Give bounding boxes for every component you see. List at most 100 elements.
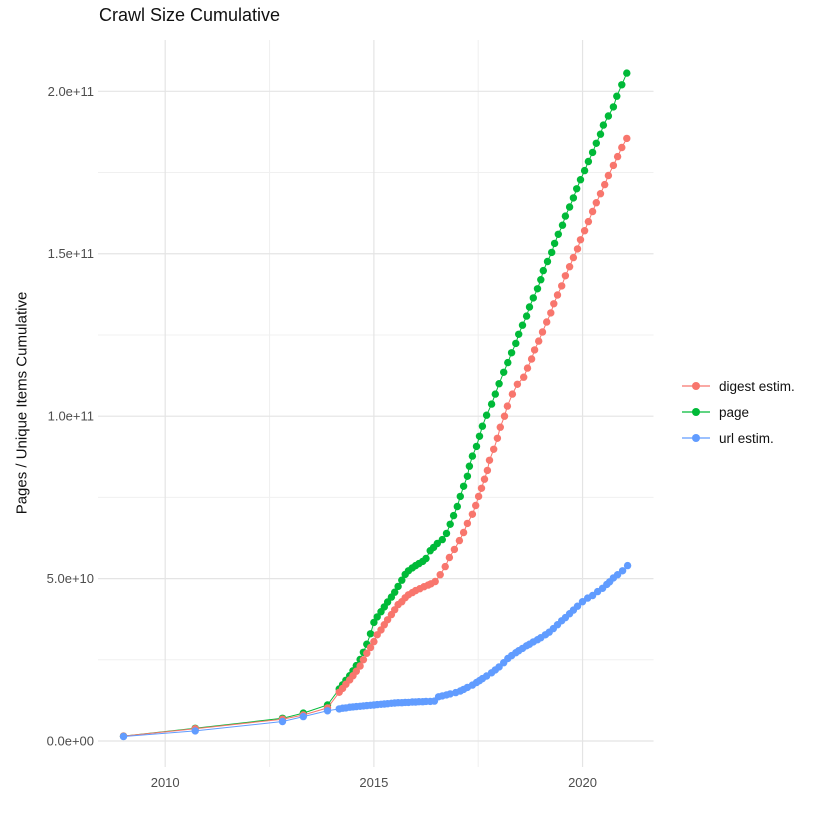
data-point (449, 511, 458, 520)
data-point (523, 364, 532, 372)
legend-key-icon (682, 408, 710, 416)
data-point (623, 134, 631, 143)
data-point (366, 643, 375, 652)
data-point (356, 662, 364, 670)
data-point (513, 380, 522, 388)
data-point (323, 707, 332, 715)
data-point (580, 166, 589, 175)
data-point (422, 554, 430, 563)
data-point (278, 717, 287, 726)
data-point (561, 272, 570, 280)
data-point (475, 432, 484, 440)
data-point (500, 368, 508, 376)
data-point (604, 112, 613, 120)
data-point (352, 667, 360, 675)
data-point (433, 539, 441, 548)
data-point (588, 148, 597, 157)
data-point (496, 423, 504, 431)
data-point (623, 69, 631, 77)
data-point (394, 582, 402, 591)
data-point (527, 355, 536, 363)
data-point (520, 373, 528, 381)
data-point (565, 203, 574, 211)
data-point (370, 637, 378, 646)
data-point (446, 520, 454, 528)
y-tick-label: 5.0e+10 (47, 571, 94, 586)
data-point (383, 616, 392, 624)
data-point (391, 588, 399, 596)
data-point (529, 294, 537, 302)
data-point (550, 239, 559, 248)
data-point (535, 337, 543, 345)
data-point (456, 492, 464, 501)
data-point (554, 230, 562, 238)
x-tick-label: 2010 (151, 775, 180, 790)
data-point (191, 727, 199, 735)
data-point (550, 300, 558, 308)
data-point (436, 571, 444, 579)
data-point (493, 434, 502, 442)
legend-item-digest-estim-: digest estim. (681, 378, 795, 394)
data-point (468, 452, 477, 460)
data-point (438, 535, 446, 544)
data-point (588, 591, 597, 600)
data-point (592, 199, 600, 207)
data-point (576, 176, 585, 184)
data-point (119, 732, 128, 741)
y-tick-label: 1.0e+11 (48, 409, 94, 424)
data-point (580, 227, 589, 235)
data-point (518, 321, 527, 329)
data-point (504, 358, 512, 367)
data-point (558, 221, 567, 229)
data-point (398, 576, 406, 584)
data-point (503, 402, 512, 410)
chart-title: Crawl Size Cumulative (99, 5, 281, 25)
data-point (359, 656, 368, 664)
data-point (450, 545, 459, 554)
data-point (525, 303, 534, 311)
data-point (299, 712, 307, 721)
legend-label: digest estim. (719, 378, 795, 394)
data-point (613, 152, 622, 161)
data-point (573, 245, 582, 253)
series-points-page (119, 69, 631, 740)
data-point (553, 291, 562, 299)
data-point (561, 212, 570, 220)
data-point (495, 380, 503, 388)
data-point (478, 422, 487, 430)
data-point (539, 266, 547, 275)
y-tick-label: 0.0e+00 (47, 734, 94, 749)
y-axis-title: Pages / Unique Items Cumulative (13, 291, 31, 515)
data-point (463, 519, 472, 528)
data-point (453, 502, 461, 511)
data-point (373, 613, 381, 621)
data-point (588, 207, 597, 216)
data-point (599, 121, 608, 129)
data-point (596, 190, 605, 198)
data-point (601, 180, 609, 189)
data-point (573, 602, 582, 610)
data-point (482, 411, 491, 419)
data-point (584, 157, 593, 166)
data-point (370, 618, 378, 627)
data-point (455, 536, 464, 545)
y-tick-label: 2.0e+11 (48, 84, 94, 99)
data-point (445, 553, 454, 562)
data-point (537, 276, 545, 284)
data-point (515, 330, 523, 338)
data-point (500, 412, 509, 420)
data-point (569, 253, 578, 262)
data-point (459, 482, 468, 490)
data-point (547, 309, 555, 317)
data-point (569, 194, 578, 202)
data-point (442, 529, 451, 538)
data-point (459, 528, 468, 537)
data-point (512, 339, 520, 348)
data-point (584, 217, 593, 226)
data-point (483, 466, 492, 475)
data-point (487, 400, 496, 408)
data-point (623, 561, 632, 570)
data-point (480, 475, 489, 483)
x-tick-label: 2020 (568, 775, 597, 790)
